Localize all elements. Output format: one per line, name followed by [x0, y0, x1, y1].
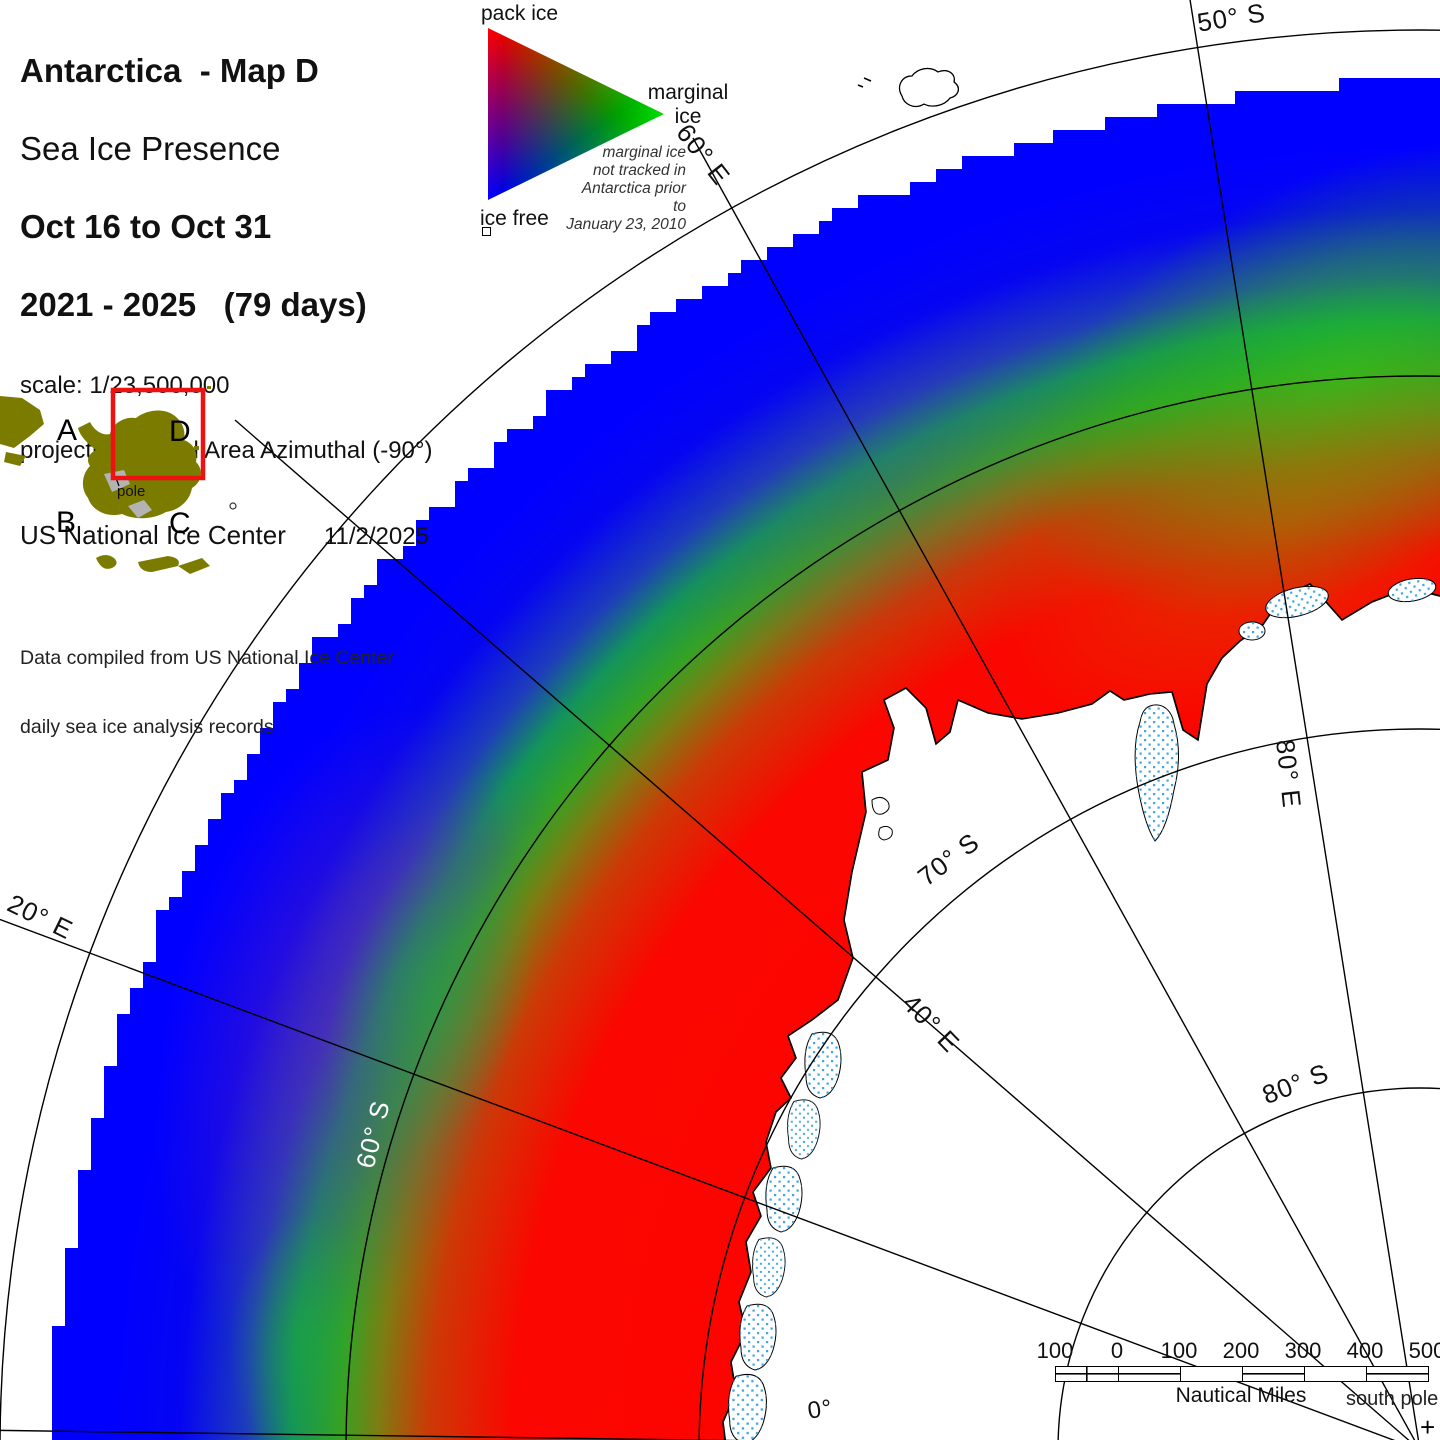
scale-tick-label: 200	[1222, 1338, 1260, 1363]
island-heard	[229, 502, 237, 510]
legend-note: marginal ice not tracked in Antarctica p…	[566, 144, 686, 234]
scale-bar-segment	[1304, 1367, 1366, 1381]
ice-shelf-patch	[1265, 586, 1329, 618]
inset-label-map-a: A	[57, 414, 78, 447]
year-range: 2021 - 2025 (79 days)	[20, 286, 367, 323]
legend-note-line1: marginal ice	[602, 144, 686, 161]
coastal-islet	[871, 796, 890, 815]
inset-island	[96, 555, 117, 569]
map-title: Antarctica - Map D	[20, 52, 319, 89]
scale-tick-label: 500	[1408, 1338, 1440, 1363]
meridian-60e	[692, 137, 1416, 1440]
ice-shelf-patch	[1239, 622, 1265, 640]
scale-bar-segment	[1118, 1367, 1180, 1381]
marginal-ice-band-southwest	[228, 1210, 372, 1440]
inset-label-map-d: D	[169, 415, 191, 448]
legend-note-line4: January 23, 2010	[566, 216, 686, 233]
ice-shelf-patches	[727, 577, 1437, 1440]
ice-shelf-patch	[1388, 578, 1436, 602]
legend-ice-free-label: ice free	[480, 207, 549, 230]
locator-inset-map	[0, 386, 211, 574]
island-stipple	[899, 67, 959, 108]
parallel-50s	[0, 29, 1440, 1440]
coastal-islet	[878, 825, 893, 841]
ice-blend-zone	[668, 289, 1132, 671]
scale-bar-units: Nautical Miles	[1175, 1384, 1307, 1407]
inset-map-d-highlight-box	[110, 387, 206, 481]
inset-pole-label: pole	[117, 483, 146, 500]
map-subtitle: Sea Ice Presence	[20, 130, 281, 167]
scale-bar-segment	[1180, 1367, 1242, 1381]
scale-tick-label: 100	[1036, 1338, 1074, 1363]
inset-label-map-b: B	[56, 506, 77, 539]
scale-bar-graphic	[1055, 1366, 1429, 1382]
marginal-ice-band-west	[325, 835, 535, 1165]
date-range: Oct 16 to Oct 31	[20, 208, 272, 245]
legend-marginal-line2: ice	[674, 105, 702, 128]
source-note-line2: daily sea ice analysis records	[20, 716, 274, 738]
south-pole-marker: +	[1420, 1412, 1436, 1440]
antarctica-land	[722, 583, 1440, 1440]
ice-band-variation	[152, 142, 1440, 1440]
inset-island-speck	[207, 386, 211, 389]
legend-marginal-ice-label: marginal ice	[646, 81, 730, 129]
inset-island	[178, 558, 210, 574]
agency-row: US National Ice Center 11/2/2025	[20, 520, 432, 551]
parallel-60s	[345, 375, 1440, 1440]
scale-bar-segment	[1366, 1367, 1428, 1381]
agency-name: US National Ice Center	[20, 520, 286, 550]
meridian-20e	[0, 918, 1396, 1440]
inset-antarctica	[78, 410, 201, 519]
source-note: Data compiled from US National Ice Cente…	[20, 601, 432, 785]
inset-label-map-c: C	[169, 507, 191, 540]
south-pole-label: south pole	[1346, 1388, 1439, 1410]
meridian-80e	[1189, 0, 1420, 1440]
parallel-80s	[1057, 1087, 1440, 1440]
issue-date: 11/2/2025	[323, 523, 429, 550]
scale-tick-label: 100	[1160, 1338, 1198, 1363]
source-note-line1: Data compiled from US National Ice Cente…	[20, 647, 394, 669]
inset-ice-shelf	[128, 500, 152, 518]
islands	[229, 67, 959, 841]
legend-marginal-line1: marginal	[647, 81, 729, 104]
legend-ice-free-swatch	[482, 227, 491, 236]
scale-tick-label: 300	[1284, 1338, 1322, 1363]
inset-island	[138, 556, 179, 572]
scale-tick-label: 0	[1110, 1338, 1124, 1363]
scale-bar: 100 0 100 200 300 400 500 Nautical Miles	[1020, 1338, 1440, 1410]
legend-color-triangle	[488, 28, 664, 200]
islets	[857, 77, 872, 88]
title-block: Antarctica - Map D Sea Ice Presence Oct …	[20, 14, 432, 821]
scale-bar-segment	[1056, 1367, 1118, 1381]
scale-bar-segment	[1242, 1367, 1304, 1381]
ice-blend-zone	[1001, 308, 1440, 732]
ice-shelf-fjord-dots	[1135, 704, 1179, 841]
legend-pack-ice-label: pack ice	[481, 2, 559, 25]
inset-south-america	[0, 396, 44, 448]
inset-south-america-tail	[4, 452, 26, 466]
parallel-70s	[698, 728, 1440, 1440]
inset-island-speck	[194, 446, 199, 450]
legend-note-line3: Antarctica prior to	[581, 180, 686, 215]
legend-note-line2: not tracked in	[592, 162, 686, 179]
meridian-40e	[234, 419, 1410, 1440]
graticule-label-0: 0°	[806, 1394, 835, 1425]
scale-tick-label: 400	[1346, 1338, 1384, 1363]
